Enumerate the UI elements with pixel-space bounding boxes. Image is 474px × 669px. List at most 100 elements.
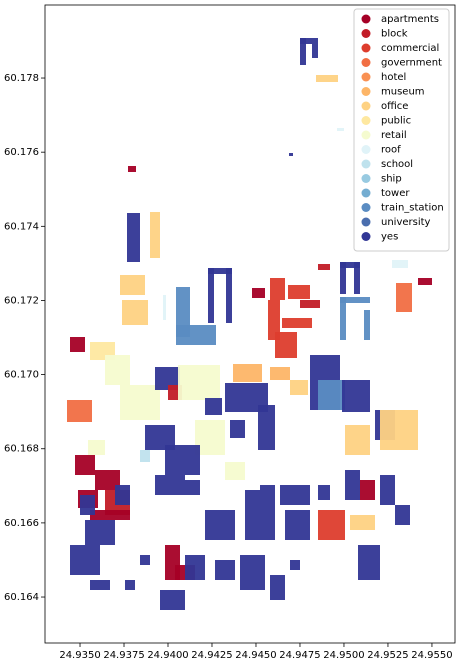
building <box>318 380 345 410</box>
x-tick-label: 24.9550 <box>411 650 452 661</box>
y-tick-label: 60.164 <box>4 592 39 603</box>
legend-label: museum <box>381 87 425 98</box>
building <box>205 398 222 415</box>
building <box>270 278 285 300</box>
x-tick-label: 24.9450 <box>235 650 276 661</box>
building <box>340 297 346 340</box>
building <box>285 510 310 540</box>
building <box>215 560 235 580</box>
legend-label: roof <box>381 145 401 156</box>
building <box>70 337 85 352</box>
x-tick-label: 24.9400 <box>147 650 188 661</box>
building <box>95 470 120 490</box>
building <box>140 555 150 565</box>
building <box>300 38 306 65</box>
building <box>127 213 140 262</box>
building <box>70 545 100 575</box>
legend-box <box>353 8 450 252</box>
building <box>90 510 130 520</box>
building <box>418 278 432 285</box>
building <box>258 405 275 450</box>
legend-marker <box>361 130 371 140</box>
building <box>67 400 92 422</box>
building <box>360 480 375 500</box>
legend-marker <box>361 116 371 125</box>
building <box>230 420 245 438</box>
legend-label: ship <box>381 174 402 185</box>
building <box>345 425 370 455</box>
building <box>395 505 410 525</box>
building <box>270 367 290 380</box>
legend-label: office <box>381 101 408 112</box>
building <box>358 545 380 580</box>
building <box>140 450 150 462</box>
y-tick-label: 60.176 <box>4 147 39 158</box>
building <box>178 365 220 400</box>
legend-marker <box>361 58 371 67</box>
building <box>300 300 320 308</box>
building <box>270 575 285 600</box>
building <box>289 153 293 156</box>
building <box>122 300 148 325</box>
building <box>176 325 216 345</box>
building <box>208 268 214 323</box>
x-tick-label: 24.9425 <box>191 650 232 661</box>
building <box>205 510 235 540</box>
building <box>288 285 310 299</box>
building <box>342 380 370 412</box>
building <box>120 275 145 295</box>
building <box>155 367 180 390</box>
building <box>185 555 205 580</box>
building <box>340 262 360 268</box>
legend-marker <box>361 101 371 111</box>
legend-marker <box>361 159 371 169</box>
building <box>225 462 245 480</box>
legend-label: train_station <box>381 203 444 214</box>
building <box>260 485 275 540</box>
y-tick-label: 60.172 <box>4 295 39 306</box>
building <box>252 288 265 298</box>
building <box>80 495 95 515</box>
legend-marker <box>361 87 371 96</box>
building <box>150 212 160 258</box>
legend-label: retail <box>381 130 407 141</box>
buildings <box>67 38 432 610</box>
building <box>290 560 300 570</box>
legend-marker <box>361 43 371 53</box>
building <box>165 445 200 475</box>
building <box>392 260 408 268</box>
legend-label: yes <box>381 232 398 243</box>
building <box>105 355 130 385</box>
building <box>268 300 280 340</box>
building <box>280 485 310 505</box>
building <box>85 520 115 545</box>
building <box>318 510 345 540</box>
building <box>226 268 232 323</box>
legend-label: hotel <box>381 72 406 83</box>
x-tick-label: 24.9475 <box>279 650 320 661</box>
legend-marker <box>361 188 371 198</box>
building <box>337 128 344 131</box>
axes-frame <box>44 4 456 644</box>
building <box>75 455 95 475</box>
building <box>115 485 130 505</box>
building <box>240 555 265 590</box>
building <box>340 297 370 303</box>
building <box>345 470 360 500</box>
legend-marker <box>361 72 371 82</box>
legend-label: tower <box>381 188 410 199</box>
building <box>312 44 318 58</box>
building <box>245 490 260 540</box>
legend-label: school <box>381 159 413 170</box>
building <box>290 380 308 395</box>
y-tick-label: 60.166 <box>4 518 39 529</box>
building <box>316 75 338 82</box>
building <box>233 364 262 382</box>
legend-marker <box>361 14 371 24</box>
x-tick-label: 24.9500 <box>323 650 364 661</box>
building <box>364 310 370 340</box>
building <box>128 166 136 172</box>
building <box>88 440 105 455</box>
